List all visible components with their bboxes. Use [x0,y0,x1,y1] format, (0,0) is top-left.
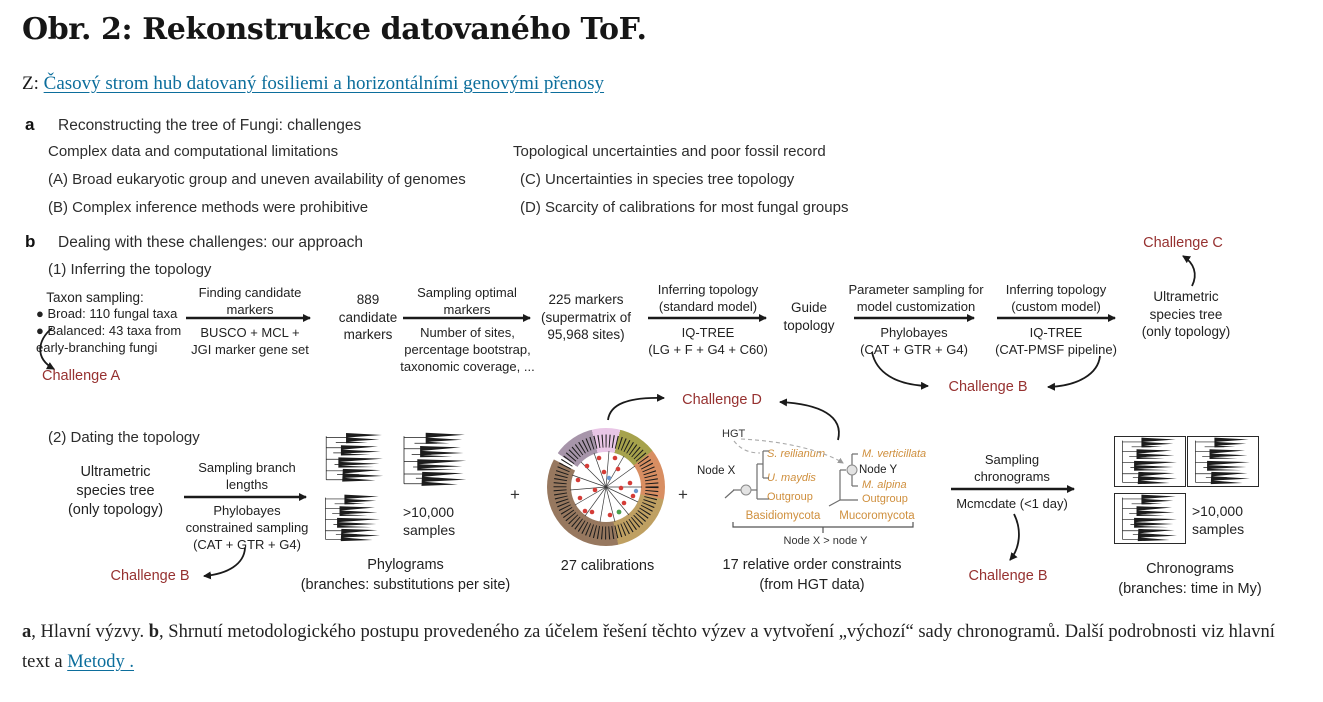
source-line: Z: Časový strom hub datovaný fosiliemi a… [22,72,604,97]
challenge-b-label-step1: Challenge B [948,379,1028,395]
step2-arrow1-bottom-label: Phylobayes constrained sampling (CAT + G… [185,503,309,552]
circular-tree-branches [569,450,642,523]
taxon-sampling-title: Taxon sampling: [46,290,144,305]
chronogram-thumbnail-1 [1114,436,1186,487]
arrow1-bottom-label: BUSCO + MCL + JGI marker gene set [191,325,309,357]
step2-heading: (2) Dating the topology [48,429,200,446]
hgt-taxon-m-alpina: M. alpina [862,479,907,491]
caption-a-label: a [22,622,32,642]
phylogram-thumbnail-3 [322,494,384,543]
taxon-bullet-broad: ● Broad: 110 fungal taxa [36,306,178,321]
source-prefix: Z: [22,73,39,94]
panel-a-item-D: (D) Scarcity of calibrations for most fu… [520,199,849,216]
chronogram-thumbnail-2 [1187,436,1259,487]
chronograms-caption: Chronograms (branches: time in My) [1118,561,1262,597]
calibration-dots-red [575,455,636,518]
panel-a-label: a [25,115,35,134]
arrow5-bottom-label: IQ-TREE (CAT-PMSF pipeline) [995,325,1117,357]
challenge-b-label-step2-left: Challenge B [110,568,190,584]
plus-sign-2: + [678,485,688,504]
samples-label-phylograms: >10,000 samples [403,504,456,539]
arrow2-top-label: Sampling optimal markers [417,285,517,317]
hgt-clade-basidiomycota: Basidiomycota [745,510,821,522]
circular-tree-detail [553,434,659,540]
panel-a-left-heading: Complex data and computational limitatio… [48,143,339,160]
caption-a-text: , Hlavní výzvy. [31,622,149,642]
panel-a-item-A: (A) Broad eukaryotic group and uneven av… [48,171,466,188]
node-ultrametric-tree-2: Ultrametric species tree (only topology) [67,464,164,518]
figure-caption: a, Hlavní výzvy. b, Shrnutí metodologick… [22,618,1306,678]
hgt-node-x-label: Node X [697,465,736,477]
arrow3-top-label: Inferring topology (standard model) [657,282,759,314]
hgt-clade-mucoromycota: Mucoromycota [839,510,915,522]
plus-sign-1: + [510,485,520,504]
arrow1-top-label: Finding candidate markers [198,285,302,317]
arrow4-top-label: Parameter sampling for model customizati… [848,282,984,314]
circular-calibration-tree [547,428,665,546]
arrow2-bottom-label: Number of sites, percentage bootstrap, t… [400,325,535,374]
hgt-label: HGT [722,428,746,440]
panel-b-label: b [25,232,36,251]
caption-b-text: , Shrnutí metodologického postupu proved… [22,622,1275,672]
challenge-d-label: Challenge D [682,392,762,408]
challenge-b-label-step2-right: Challenge B [968,568,1048,584]
circular-tree-leaf-ticks [553,434,659,540]
calibrations-caption: 27 calibrations [560,558,655,574]
taxon-bullet-balanced: ● Balanced: 43 taxa from early-branching… [36,323,182,355]
calibration-dots-blue [606,475,639,494]
panel-b-title: Dealing with these challenges: our appro… [58,234,364,251]
arrow3-bottom-label: IQ-TREE (LG + F + G4 + C60) [648,325,768,357]
step2-arrow2-bottom-label: Mcmcdate (<1 day) [956,496,1068,511]
phylograms-caption: Phylograms (branches: substitutions per … [300,557,511,593]
challenge-a-label: Challenge A [42,368,121,384]
hgt-outgroup-left: Outgroup [767,491,813,503]
samples-label-chronograms: >10,000 samples [1192,503,1245,538]
panel-a-right-heading: Topological uncertainties and poor fossi… [513,143,826,160]
step2-arrow2-top-label: Sampling chronograms [974,452,1050,484]
chronogram-thumbnail-3 [1114,493,1186,544]
figure-title: Obr. 2: Rekonstrukce datovaného ToF. [22,12,647,47]
node-889-markers: 889 candidate markers [338,292,398,343]
step1-heading: (1) Inferring the topology [48,261,212,278]
arrow5-top-label: Inferring topology (custom model) [1005,282,1107,314]
panel-a-item-B: (B) Complex inference methods were prohi… [48,199,369,216]
hgt-taxon-u-maydis: U. maydis [767,472,816,484]
source-link[interactable]: Časový strom hub datovaný fosiliemi a ho… [43,73,605,94]
hgt-constraint-label: Node X > node Y [783,535,868,547]
node-ultrametric-tree-1: Ultrametric species tree (only topology) [1141,289,1231,340]
hgt-taxon-s-reilianum: S. reilianum [767,448,826,460]
step2-arrow1-top-label: Sampling branch lengths [198,460,296,492]
panel-a-title: Reconstructing the tree of Fungi: challe… [58,117,362,134]
panel-a-item-C: (C) Uncertainties in species tree topolo… [520,171,795,188]
node-guide-topology: Guide topology [783,300,835,333]
hgt-outgroup-right: Outgroup [862,493,908,505]
hgt-taxon-m-verticillata: M. verticillata [862,448,927,460]
phylogram-thumbnail-1 [323,430,387,486]
methods-link[interactable]: Metody . [67,651,135,672]
arrow4-bottom-label: Phylobayes (CAT + GTR + G4) [860,325,968,357]
phylogram-thumbnail-2 [398,432,473,488]
hgt-caption: 17 relative order constraints (from HGT … [722,557,902,593]
challenge-c-label: Challenge C [1143,235,1223,251]
calibration-dot-green [616,509,622,515]
caption-b-label: b [148,622,160,642]
node-225-markers: 225 markers (supermatrix of 95,968 sites… [540,292,632,343]
hgt-node-y-label: Node Y [859,464,898,476]
